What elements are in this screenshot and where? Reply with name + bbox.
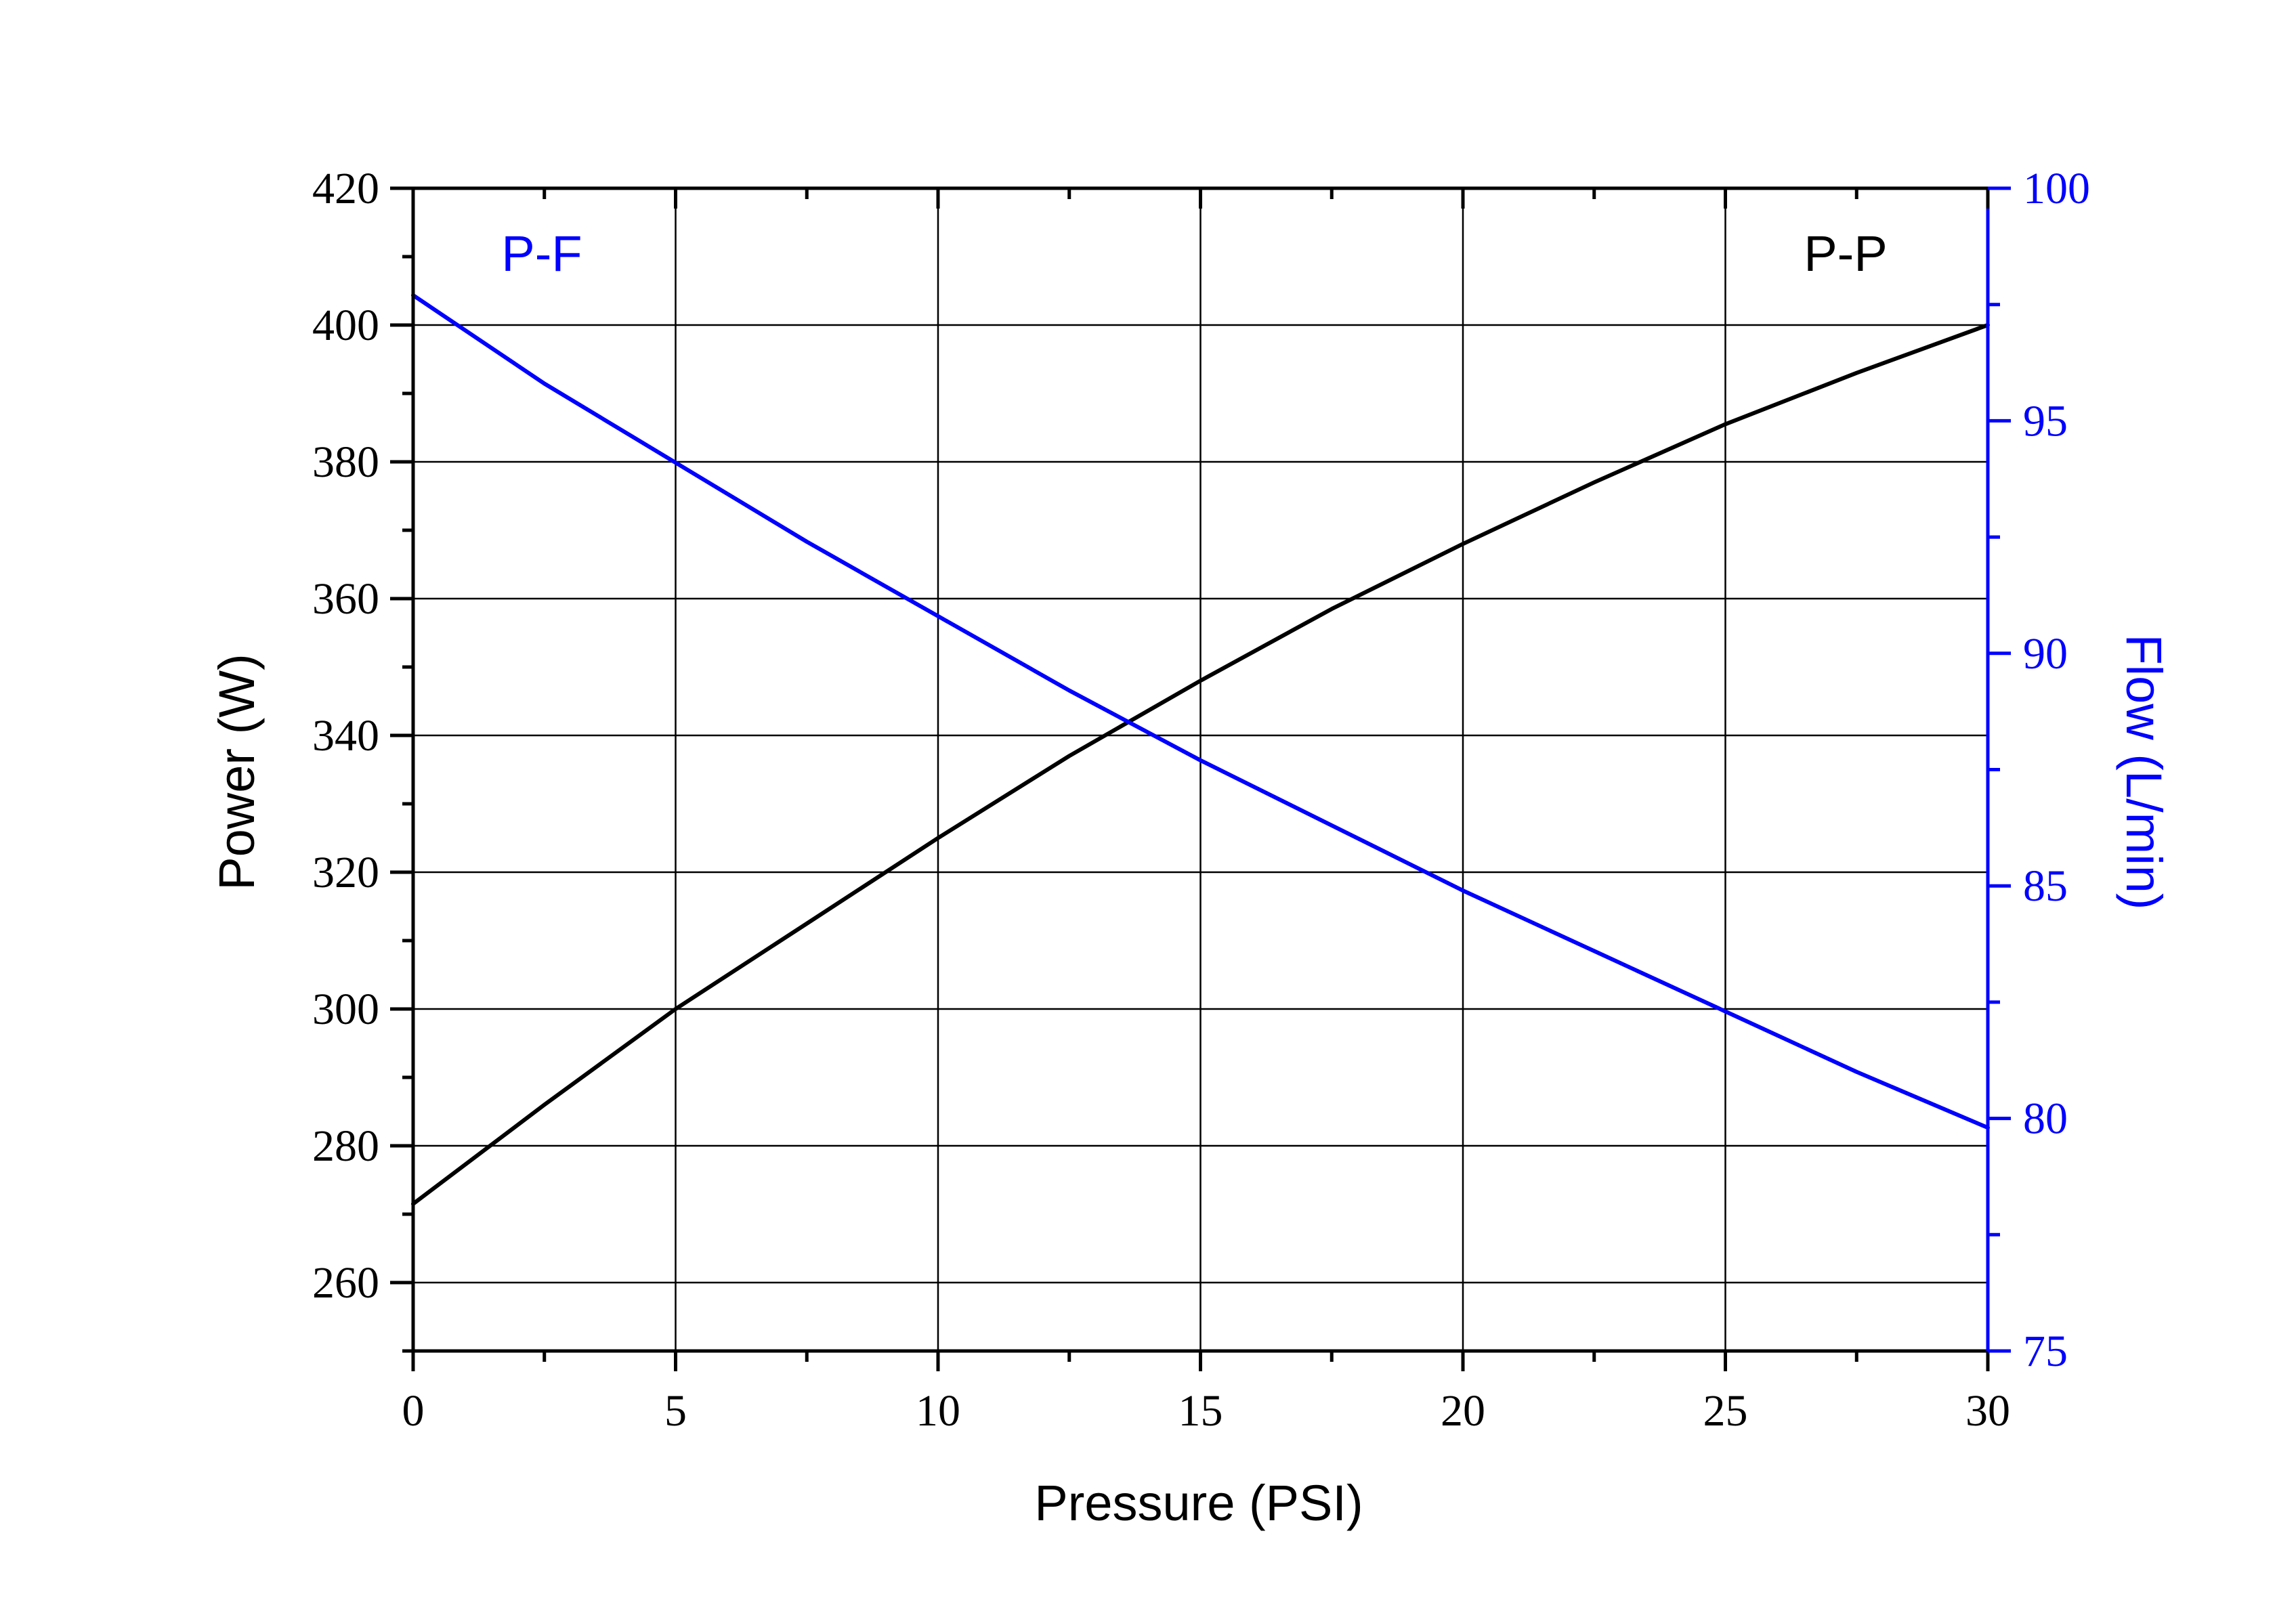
y-left-tick-label: 380 <box>312 437 379 487</box>
series-label-p-p: P-P <box>1804 225 1887 282</box>
ticks-layer: 0 5 10 15 20 25 30 260 280 300 320 340 360 380 400 420 7… <box>312 164 2090 1436</box>
y-right-tick-label: 100 <box>2023 164 2090 213</box>
y-axis-left-title: Power (W) <box>209 653 265 890</box>
y-left-tick-label: 400 <box>312 301 379 350</box>
x-tick-label: 10 <box>916 1386 960 1436</box>
y-left-tick-label: 320 <box>312 848 379 897</box>
x-tick-label: 30 <box>1965 1386 2010 1436</box>
grid-lines <box>413 188 1988 1351</box>
y-right-tick-label: 80 <box>2023 1094 2068 1144</box>
y-left-tick-label: 360 <box>312 574 379 624</box>
series-label-p-f: P-F <box>501 225 582 282</box>
y-axis-right-title: Flow (L/min) <box>2116 634 2172 909</box>
x-tick-label: 20 <box>1441 1386 1485 1436</box>
y-left-tick-label: 280 <box>312 1121 379 1171</box>
series-line-p-f <box>411 293 1990 1130</box>
x-tick-label: 0 <box>402 1386 425 1436</box>
y-right-tick-label: 75 <box>2023 1327 2068 1376</box>
y-right-tick-label: 95 <box>2023 396 2068 446</box>
series-line-p-p <box>411 323 1990 1206</box>
y-right-tick-label: 90 <box>2023 629 2068 679</box>
x-tick-label: 5 <box>664 1386 687 1436</box>
y-right-tick-label: 85 <box>2023 861 2068 911</box>
y-left-tick-label: 300 <box>312 985 379 1034</box>
x-axis-title: Pressure (PSI) <box>1034 1475 1363 1531</box>
y-left-tick-label: 260 <box>312 1258 379 1308</box>
x-tick-label: 25 <box>1703 1386 1748 1436</box>
x-tick-label: 15 <box>1178 1386 1223 1436</box>
series-layer <box>411 293 1990 1206</box>
y-left-tick-label: 340 <box>312 711 379 760</box>
y-left-tick-label: 420 <box>312 164 379 213</box>
